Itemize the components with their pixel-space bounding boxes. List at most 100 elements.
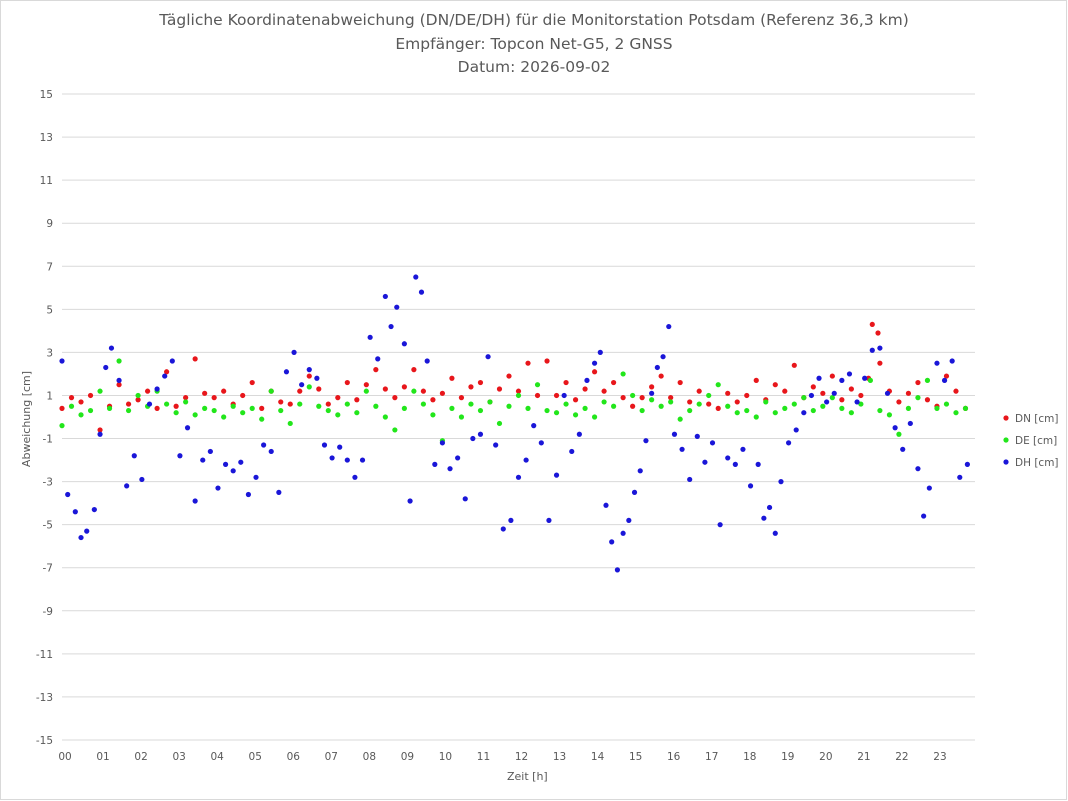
data-point [609, 539, 615, 545]
data-point [139, 476, 145, 483]
data-point [563, 379, 569, 386]
data-point [668, 395, 674, 401]
data-point [382, 386, 388, 392]
data-point [240, 410, 246, 416]
data-point [824, 399, 830, 405]
data-point [78, 412, 84, 418]
x-tick-label: 18 [743, 751, 756, 763]
series-2 [59, 274, 970, 573]
data-point [238, 459, 244, 465]
data-point [862, 375, 868, 381]
data-point [508, 517, 514, 523]
data-point [772, 530, 778, 536]
data-point [839, 405, 845, 411]
data-point [169, 358, 175, 364]
data-point [679, 446, 685, 452]
data-point [563, 401, 569, 407]
y-tick-label: -3 [43, 477, 53, 489]
data-point [125, 401, 132, 407]
x-tick-label: 21 [857, 751, 870, 763]
data-point [611, 379, 617, 386]
data-point [572, 397, 579, 403]
data-point [696, 401, 702, 407]
data-point [877, 407, 883, 414]
data-point [373, 403, 379, 409]
data-point [363, 388, 369, 394]
data-point [103, 364, 109, 371]
data-point [297, 401, 303, 407]
data-point [631, 489, 638, 495]
data-point [953, 410, 959, 416]
data-point [696, 388, 702, 394]
data-point [772, 410, 778, 416]
data-point [515, 388, 522, 394]
data-point [820, 390, 826, 396]
y-tick-labels: 15 13 11 9 7 5 3 1 -1 -3 -5 -7 -9 -11 -13 -15 [36, 89, 53, 747]
data-point [500, 526, 506, 532]
data-point [268, 388, 274, 394]
data-point [249, 405, 255, 411]
data-point [671, 431, 678, 437]
data-point [439, 390, 446, 396]
data-point [601, 388, 607, 394]
x-tick-label: 05 [249, 751, 262, 763]
x-tick-label: 20 [819, 751, 832, 763]
data-point [131, 453, 137, 459]
data-point [420, 388, 426, 394]
data-point [801, 410, 807, 416]
data-point [601, 399, 607, 405]
data-point [135, 397, 141, 403]
series-0 [59, 321, 969, 433]
data-point [367, 334, 373, 340]
data-point [177, 453, 183, 459]
data-point [335, 412, 341, 418]
data-point [957, 474, 963, 480]
data-point [717, 522, 723, 528]
data-point [915, 379, 921, 386]
data-point [702, 459, 708, 465]
data-point [753, 377, 759, 383]
data-point [848, 386, 854, 392]
legend: DN [cm] DE [cm] DH [cm] [1003, 413, 1059, 469]
data-points [59, 274, 970, 573]
data-point [734, 410, 740, 416]
data-point [173, 410, 179, 416]
data-point [858, 392, 864, 399]
data-point [941, 377, 948, 383]
data-point [164, 369, 170, 375]
data-point [392, 395, 398, 401]
data-point [896, 399, 902, 405]
data-point [468, 401, 474, 407]
x-tick-label: 00 [58, 751, 71, 763]
legend-entry: DH [cm] [1015, 457, 1059, 469]
data-point [630, 403, 636, 409]
data-point [732, 461, 738, 467]
data-point [755, 461, 761, 467]
data-point [373, 367, 379, 373]
data-point [649, 397, 655, 403]
data-point [793, 427, 799, 433]
data-point [97, 427, 103, 433]
data-point [626, 517, 632, 523]
data-point [725, 390, 731, 396]
data-point [706, 392, 712, 399]
data-point [116, 358, 122, 364]
data-point [97, 431, 103, 437]
data-point [394, 304, 400, 310]
data-point [611, 403, 617, 409]
data-point [84, 528, 90, 534]
data-point [905, 390, 912, 396]
data-point [715, 405, 721, 411]
data-point [359, 457, 366, 463]
data-point [306, 384, 312, 390]
data-point [962, 405, 969, 411]
data-point [59, 405, 65, 411]
data-point [582, 386, 588, 392]
data-point [538, 440, 544, 446]
data-point [791, 362, 797, 368]
data-point [591, 360, 598, 366]
data-point [687, 399, 693, 405]
data-point [761, 515, 767, 521]
legend-marker [1003, 459, 1009, 465]
data-point [569, 448, 575, 455]
